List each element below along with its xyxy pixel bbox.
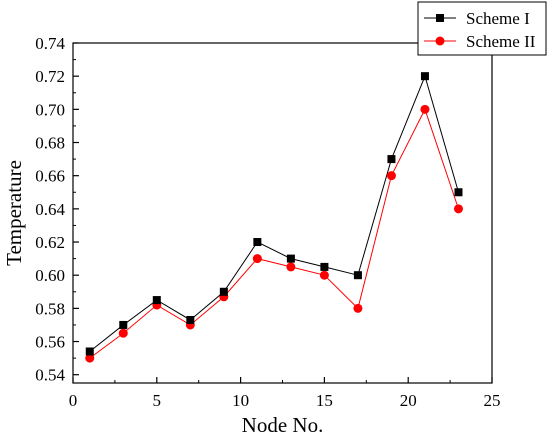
x-tick-label: 5 — [153, 391, 162, 410]
data-point — [118, 328, 128, 338]
y-tick-label: 0.74 — [35, 34, 65, 53]
data-point — [119, 320, 128, 329]
legend: Scheme I Scheme II — [417, 1, 547, 56]
data-point — [454, 188, 463, 197]
plot-frame — [72, 42, 493, 384]
data-point — [219, 287, 228, 296]
y-tick-label: 0.56 — [35, 333, 65, 352]
axes: 0 5 10 15 20 25 0.54 0.56 0.58 0.60 0.62 0.64 0.66 0.… — [35, 34, 500, 410]
x-tick-label: 25 — [484, 391, 501, 410]
series-line — [89, 74, 459, 352]
legend-marker — [435, 36, 445, 46]
data-point — [253, 238, 262, 247]
y-tick-label: 0.54 — [35, 366, 65, 385]
y-tick-label: 0.60 — [35, 266, 65, 285]
y-tick-label: 0.64 — [35, 200, 65, 219]
legend-marker — [436, 14, 444, 22]
y-tick-label: 0.68 — [35, 134, 65, 153]
x-tick-label: 15 — [316, 391, 333, 410]
data-point — [320, 262, 329, 271]
data-point — [420, 104, 430, 114]
data-point — [186, 315, 195, 324]
legend-box — [417, 1, 547, 56]
data-point — [85, 353, 95, 363]
legend-entries: Scheme I Scheme II — [424, 9, 536, 51]
data-point — [85, 347, 94, 356]
data-point — [152, 296, 161, 305]
data-point — [286, 254, 295, 263]
data-point — [387, 155, 396, 164]
data-point — [353, 271, 362, 280]
x-tick-label: 20 — [400, 391, 417, 410]
data-point — [286, 262, 296, 272]
y-tick-label: 0.62 — [35, 233, 65, 252]
y-tick-label: 0.70 — [35, 100, 65, 119]
data-point — [353, 303, 363, 313]
data-point — [319, 270, 329, 280]
y-tick-label: 0.66 — [35, 167, 65, 186]
legend-label: Scheme I — [466, 9, 530, 28]
x-axis-title: Node No. — [242, 413, 324, 437]
data-point — [453, 204, 463, 214]
series-line — [89, 108, 459, 359]
series-layer — [85, 72, 463, 363]
legend-label: Scheme II — [466, 32, 536, 51]
data-point — [386, 171, 396, 181]
y-axis-title: Temperature — [2, 160, 26, 266]
data-point — [420, 72, 429, 81]
x-tick-label: 10 — [232, 391, 249, 410]
y-tick-label: 0.58 — [35, 299, 65, 318]
x-tick-label: 0 — [69, 391, 78, 410]
y-tick-label: 0.72 — [35, 67, 65, 86]
data-point — [252, 254, 262, 264]
